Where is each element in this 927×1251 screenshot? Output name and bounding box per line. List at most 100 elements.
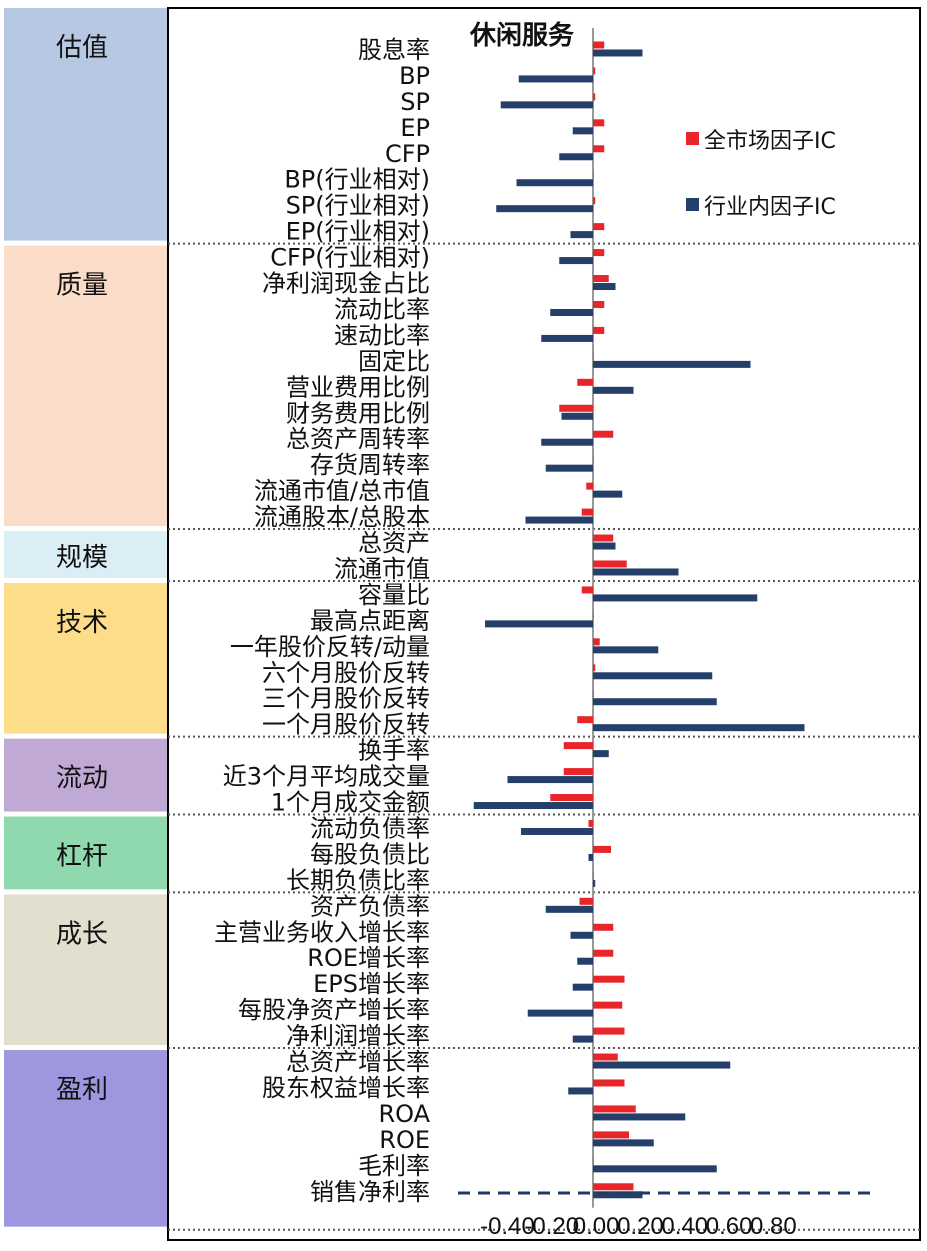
bar-market-43: [593, 1157, 594, 1165]
bar-industry-21: [593, 594, 758, 602]
x-tick-labels: -0.40-0.200.000.200.400.600.80: [480, 1213, 797, 1240]
bar-industry-7: [570, 231, 593, 239]
bar-industry-29: [473, 802, 593, 810]
bar-market-30: [588, 819, 593, 827]
bar-industry-9: [593, 283, 616, 291]
bar-market-1: [593, 67, 596, 75]
chart-title: 休闲服务: [469, 21, 574, 51]
bar-market-37: [593, 1001, 623, 1009]
bar-market-29: [550, 794, 593, 802]
bar-market-35: [593, 949, 614, 957]
bar-industry-20: [593, 568, 679, 576]
category-label-6: SP(行业相对): [286, 192, 430, 220]
bar-market-13: [577, 378, 593, 386]
x-tick-label-1: -0.20: [524, 1213, 579, 1240]
bar-market-33: [579, 897, 593, 905]
group-panel-4: [4, 738, 168, 812]
group-label-3: 技术: [56, 608, 108, 638]
legend: 全市场因子IC 行业内因子IC: [686, 129, 836, 220]
category-label-14: 财务费用比例: [286, 399, 430, 427]
group-panel-6: [4, 894, 168, 1046]
bar-market-41: [593, 1105, 636, 1113]
bar-industry-6: [496, 205, 593, 213]
category-label-30: 流动负债率: [310, 814, 430, 842]
bar-industry-8: [559, 257, 593, 265]
category-label-36: EPS增长率: [313, 970, 430, 998]
bar-market-7: [593, 223, 605, 231]
bar-industry-40: [568, 1087, 593, 1095]
bar-industry-11: [541, 334, 593, 342]
category-label-33: 资产负债率: [310, 892, 430, 920]
category-labels: 股息率BPSPEPCFPBP(行业相对)SP(行业相对)EP(行业相对)CFP(…: [214, 36, 431, 1206]
bar-market-32: [593, 871, 594, 879]
bar-industry-44: [593, 1191, 643, 1199]
category-label-25: 三个月股价反转: [262, 685, 430, 713]
category-label-40: 股东权益增长率: [262, 1074, 430, 1102]
group-label-4: 流动: [56, 764, 108, 794]
bar-market-40: [593, 1079, 625, 1087]
category-label-2: SP: [400, 88, 430, 116]
group-label-2: 规模: [56, 543, 108, 573]
category-label-3: EP: [400, 114, 430, 142]
bar-market-17: [586, 482, 593, 490]
category-label-26: 一个月股价反转: [262, 711, 430, 739]
bar-market-21: [581, 586, 593, 594]
category-label-28: 近3个月平均成交量: [223, 763, 430, 791]
bar-market-15: [593, 430, 614, 438]
category-label-39: 总资产增长率: [286, 1048, 430, 1076]
bar-market-20: [593, 560, 627, 568]
category-label-12: 固定比: [358, 347, 430, 375]
category-label-34: 主营业务收入增长率: [214, 918, 430, 946]
category-label-8: CFP(行业相对): [270, 244, 430, 272]
bar-market-19: [593, 534, 614, 542]
group-panel-1: [4, 245, 168, 527]
bar-market-12: [593, 352, 594, 360]
bar-market-11: [593, 326, 605, 334]
category-label-10: 流动比率: [334, 295, 430, 323]
category-label-0: 股息率: [358, 36, 430, 64]
category-label-22: 最高点距离: [310, 607, 430, 635]
category-label-4: CFP: [385, 140, 430, 168]
bar-industry-22: [485, 620, 593, 628]
bar-industry-37: [527, 1009, 593, 1017]
x-tick-label-0: -0.40: [480, 1213, 535, 1240]
x-tick-label-6: 0.80: [750, 1213, 797, 1240]
bar-market-44: [593, 1183, 634, 1191]
bar-industry-19: [593, 542, 616, 550]
bar-market-6: [593, 197, 596, 205]
category-label-21: 容量比: [358, 581, 430, 609]
category-label-23: 一年股价反转/动量: [230, 633, 430, 661]
plot-frame: [167, 7, 921, 1241]
bar-market-39: [593, 1053, 618, 1061]
category-label-7: EP(行业相对): [286, 218, 430, 246]
category-label-13: 营业费用比例: [286, 373, 430, 401]
category-label-16: 存货周转率: [310, 451, 430, 479]
bar-market-2: [593, 93, 596, 101]
bar-market-10: [593, 300, 605, 308]
bar-industry-4: [559, 153, 593, 161]
group-panel-3: [4, 582, 168, 734]
bar-market-22: [593, 612, 594, 620]
bar-market-16: [593, 456, 594, 464]
group-label-5: 杠杆: [56, 841, 108, 871]
category-label-18: 流通股本/总股本: [254, 503, 430, 531]
category-label-37: 每股净资产增长率: [238, 996, 430, 1024]
bar-industry-24: [593, 672, 713, 680]
category-label-1: BP: [399, 62, 430, 90]
bar-market-18: [581, 508, 593, 516]
bar-industry-39: [593, 1061, 731, 1069]
bar-industry-35: [577, 957, 593, 965]
bar-industry-13: [593, 386, 634, 394]
bar-market-3: [593, 119, 605, 127]
group-panel-2: [4, 531, 168, 578]
bar-industry-33: [545, 905, 593, 913]
bar-industry-41: [593, 1113, 686, 1121]
x-tick-label-5: 0.60: [706, 1213, 753, 1240]
x-tick-label-4: 0.40: [661, 1213, 708, 1240]
category-label-15: 总资产周转率: [286, 425, 430, 453]
category-label-17: 流通市值/总市值: [254, 477, 430, 505]
legend-label-market: 全市场因子IC: [704, 129, 836, 154]
category-label-44: 销售净利率: [310, 1178, 430, 1206]
bar-industry-18: [525, 516, 593, 524]
